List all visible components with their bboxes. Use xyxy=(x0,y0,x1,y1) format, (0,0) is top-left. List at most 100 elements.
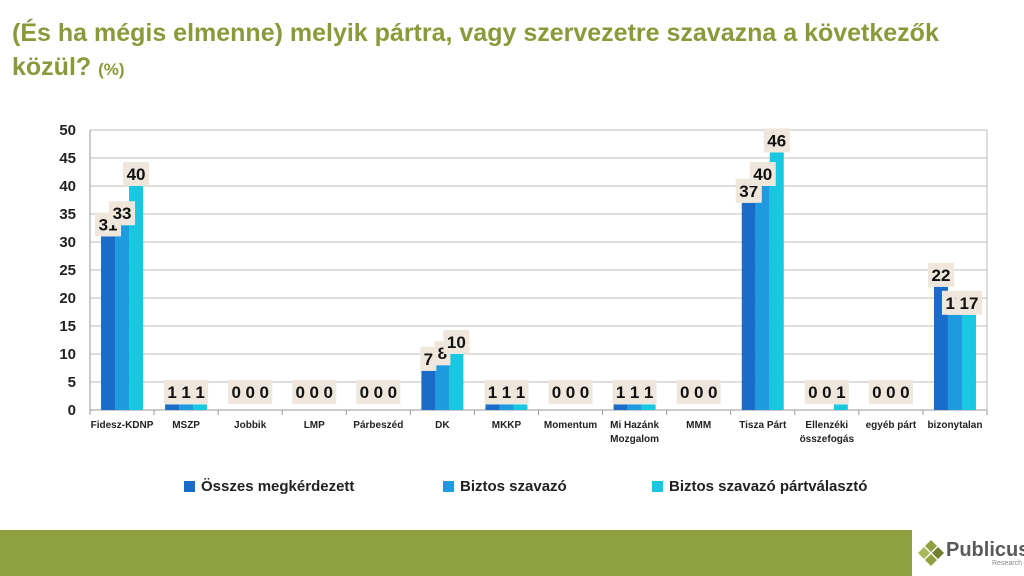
data-label-bg xyxy=(420,346,437,371)
bar xyxy=(513,404,528,410)
data-label-bg xyxy=(955,290,982,315)
bar xyxy=(627,404,642,410)
data-label: 46 xyxy=(767,131,786,150)
data-label-bg xyxy=(320,380,337,404)
data-label: 7 xyxy=(424,350,433,369)
data-label: 0 xyxy=(552,383,561,402)
x-tick-label: Párbeszéd xyxy=(353,420,403,431)
data-label-bg xyxy=(749,162,776,186)
bar xyxy=(101,236,116,410)
data-label: 0 xyxy=(324,383,333,402)
bar xyxy=(499,404,514,410)
data-label: 1 xyxy=(630,383,639,402)
data-label-bg xyxy=(192,380,209,404)
data-label-bg xyxy=(178,380,195,404)
bar xyxy=(129,186,144,410)
legend-swatch-2 xyxy=(652,481,663,492)
bar xyxy=(933,286,948,410)
bar xyxy=(961,314,976,410)
data-label-bg xyxy=(484,380,501,404)
bar xyxy=(641,404,656,410)
data-label: 1 xyxy=(502,383,511,402)
bar xyxy=(449,354,464,410)
data-label-bg xyxy=(256,380,273,404)
data-label-bg xyxy=(164,380,181,404)
data-label-bg xyxy=(882,380,899,404)
bar xyxy=(769,152,784,410)
bar xyxy=(421,370,436,410)
data-label: 17 xyxy=(960,294,979,313)
data-label: 1 xyxy=(167,383,176,402)
x-tick-label: DK xyxy=(435,420,450,431)
data-label: 1 xyxy=(516,383,525,402)
bar xyxy=(833,404,848,410)
data-label: 40 xyxy=(753,165,772,184)
data-label-bg xyxy=(832,380,849,404)
bar xyxy=(485,404,500,410)
legend-swatch-1 xyxy=(443,481,454,492)
data-label: 1 xyxy=(488,383,497,402)
legend-item-0: Összes megkérdezett xyxy=(184,478,354,495)
data-label-bg xyxy=(704,380,721,404)
data-label: 33 xyxy=(113,204,132,223)
data-label: 40 xyxy=(127,165,146,184)
bar xyxy=(115,225,130,410)
data-label: 37 xyxy=(739,182,758,201)
bar xyxy=(193,404,208,410)
footer-band xyxy=(0,530,1024,576)
data-label: 0 xyxy=(259,383,268,402)
data-label: 0 xyxy=(886,383,895,402)
publicus-logo-icon xyxy=(918,540,944,566)
data-label-bg xyxy=(356,380,373,404)
data-label: 0 xyxy=(694,383,703,402)
data-label-bg xyxy=(804,380,821,404)
data-label-bg xyxy=(927,262,954,287)
x-tick-label: Fidesz-KDNP xyxy=(91,420,154,431)
data-label: 0 xyxy=(580,383,589,402)
legend-swatch-0 xyxy=(184,481,195,492)
data-label: 8 xyxy=(438,344,447,363)
data-label-bg xyxy=(818,380,835,404)
bar xyxy=(741,202,756,410)
data-label: 1 xyxy=(181,383,190,402)
publicus-logo: Publicus Research xyxy=(912,530,1024,576)
y-tick-label: 10 xyxy=(59,346,76,363)
data-label-bg xyxy=(306,380,323,404)
y-tick-label: 15 xyxy=(59,318,76,335)
x-tick-label: összefogás xyxy=(800,434,855,445)
bar xyxy=(613,404,628,410)
x-tick-label: MKKP xyxy=(492,420,522,431)
data-label-bg xyxy=(868,380,885,404)
y-tick-label: 0 xyxy=(68,402,76,419)
bar xyxy=(947,314,962,410)
x-tick-label: Tisza Párt xyxy=(739,420,787,431)
data-label: 0 xyxy=(388,383,397,402)
x-tick-label: MMM xyxy=(686,420,711,431)
chart-legend: Összes megkérdezett Biztos szavazó Bizto… xyxy=(0,478,1024,502)
legend-label-1: Biztos szavazó xyxy=(460,478,567,495)
y-tick-label: 35 xyxy=(59,206,76,223)
title-text: (És ha mégis elmenne) melyik pártra, vag… xyxy=(12,19,939,81)
data-label-bg xyxy=(896,380,913,404)
legend-label-2: Biztos szavazó pártválasztó xyxy=(669,478,868,495)
page-title: (És ha mégis elmenne) melyik pártra, vag… xyxy=(12,16,1012,87)
y-tick-label: 45 xyxy=(59,150,76,167)
data-label-bg xyxy=(384,380,401,404)
title-unit: (%) xyxy=(98,60,125,79)
x-tick-label: Momentum xyxy=(544,420,597,431)
data-label: 0 xyxy=(900,383,909,402)
data-label-bg xyxy=(548,380,565,404)
data-label-bg xyxy=(640,380,657,404)
data-label: 0 xyxy=(566,383,575,402)
data-label: 0 xyxy=(374,383,383,402)
bar xyxy=(435,365,450,410)
data-label: 0 xyxy=(822,383,831,402)
data-label: 1 xyxy=(644,383,653,402)
data-label: 0 xyxy=(708,383,717,402)
x-tick-label: Jobbik xyxy=(234,420,267,431)
data-label-bg xyxy=(292,380,309,404)
data-label-bg xyxy=(512,380,529,404)
y-tick-label: 30 xyxy=(59,234,76,251)
data-label: 0 xyxy=(808,383,817,402)
